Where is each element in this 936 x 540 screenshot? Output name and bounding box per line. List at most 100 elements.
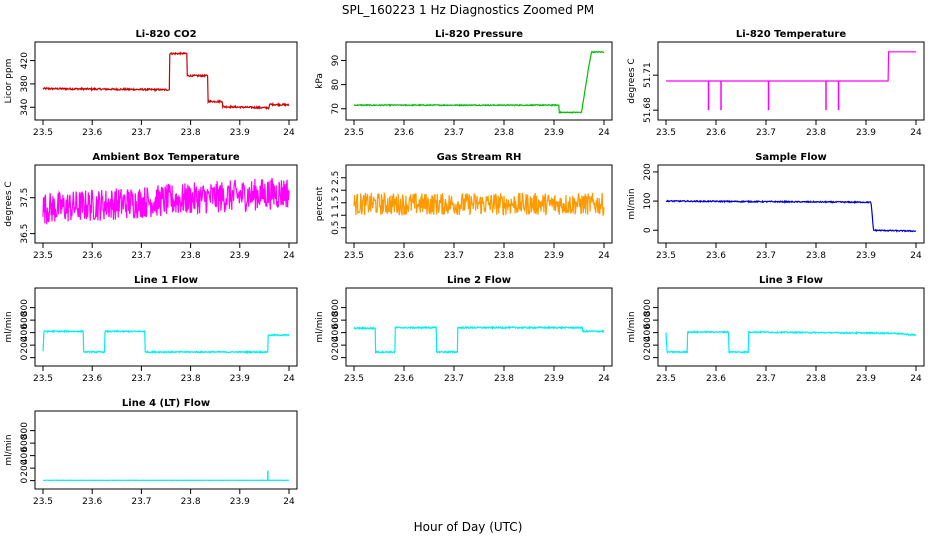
y-tick-label: 36.5 [20,224,30,244]
panel-li-820-temperature: Li-820 Temperature 23.5 23.6 23.7 23.8 23.9 24… [627,29,925,138]
y-axis-label: ml/min [4,434,14,465]
y-tick-label: 0.5 [331,221,341,235]
y-tick-label: 1.5 [331,196,341,210]
y-tick-label: 0 [331,354,341,360]
x-tick-label: 24 [910,374,922,384]
panel-title: Sample Flow [755,152,827,163]
x-tick-label: 23.7 [131,374,151,384]
plot-frame [34,287,298,367]
y-tick-label: 2.5 [331,171,341,185]
x-tick-label: 23.7 [756,251,776,261]
x-tick-label: 23.8 [494,128,514,138]
x-tick-label: 23.9 [230,497,250,507]
y-tick-label: 0 [643,227,653,233]
panel-sample-flow: Sample Flow 23.5 23.6 23.7 23.8 23.9 24 0 100 200… [627,152,925,261]
x-tick-label: 23.8 [806,251,826,261]
y-tick-label: 400 [643,324,653,341]
series-line [353,325,605,354]
y-tick-label: 37.5 [20,188,30,208]
plot-frame [345,164,613,244]
x-tick-label: 24 [598,374,610,384]
y-axis-label: degrees C [4,181,14,226]
y-axis-label: ml/min [315,311,325,342]
x-tick-label: 23.9 [230,374,250,384]
panel-line-2-flow: Line 2 Flow 23.5 23.6 23.7 23.8 23.9 24 0200400… [315,275,613,384]
x-tick-label: 23.9 [230,251,250,261]
x-tick-label: 23.6 [394,374,414,384]
x-tick-label: 23.7 [756,128,776,138]
y-tick-label: 51.68 [643,97,653,123]
y-axis-label: percent [315,186,325,221]
y-tick-label: 0 [20,477,30,483]
x-tick-label: 23.6 [706,128,726,138]
x-tick-label: 23.6 [706,374,726,384]
x-tick-label: 24 [283,251,295,261]
panel-title: Li-820 Temperature [736,29,846,40]
figure-xlabel: Hour of Day (UTC) [414,520,523,534]
plot-frame [657,164,925,244]
series-line [42,51,290,111]
x-tick-label: 23.5 [656,251,676,261]
y-axis-label: Licor ppm [4,59,14,104]
x-tick-label: 23.9 [544,128,564,138]
panel-li-820-co2: Li-820 CO2 23.5 23.6 23.7 23.8 23.9 24 340 380 42… [4,29,298,138]
x-tick-label: 23.6 [82,497,102,507]
y-tick-label: 51.71 [643,62,653,88]
x-tick-label: 23.5 [33,128,53,138]
x-tick-label: 24 [598,128,610,138]
x-tick-label: 24 [283,128,295,138]
x-tick-label: 23.6 [706,251,726,261]
y-tick-label: 0 [20,354,30,360]
series-line [665,330,917,355]
panel-title: Ambient Box Temperature [92,152,239,163]
panel-ambient-box-temperature: Ambient Box Temperature 23.5 23.6 23.7 23.8 2… [4,152,298,261]
x-tick-label: 23.7 [444,128,464,138]
x-tick-label: 23.9 [856,128,876,138]
x-tick-label: 23.5 [656,128,676,138]
y-tick-label: 200 [643,336,653,353]
y-tick-label: 800 [20,422,30,439]
x-tick-label: 23.7 [444,251,464,261]
y-tick-label: 800 [331,299,341,316]
series-line [666,51,916,82]
y-tick-label: 600 [20,311,30,328]
x-tick-label: 23.8 [181,374,201,384]
y-tick-label: 0 [643,354,653,360]
y-tick-label: 90 [331,54,341,66]
y-tick-label: 800 [20,299,30,316]
x-tick-label: 24 [598,251,610,261]
plot-frame [657,41,925,121]
y-tick-label: 600 [20,434,30,451]
y-tick-label: 100 [643,192,653,209]
panel-title: Li-820 Pressure [435,29,523,40]
y-tick-label: 2 [331,187,341,193]
y-tick-label: 400 [331,324,341,341]
plot-frame [345,287,613,367]
x-tick-label: 23.5 [656,374,676,384]
x-tick-label: 24 [910,251,922,261]
y-axis-label: ml/min [4,311,14,342]
y-tick-label: 200 [643,163,653,180]
y-tick-label: 420 [20,52,30,69]
y-tick-label: 200 [20,459,30,476]
y-tick-label: 1 [331,212,341,218]
x-tick-label: 23.8 [806,374,826,384]
panel-line-1-flow: Line 1 Flow 23.5 23.6 23.7 23.8 23.9 24 0200400… [4,275,298,384]
x-tick-label: 23.7 [131,497,151,507]
x-tick-label: 23.5 [344,128,364,138]
y-axis-label: ml/min [627,188,637,219]
panel-gas-stream-rh: Gas Stream RH 23.5 23.6 23.7 23.8 23.9 24 0.5 1 1… [315,152,613,261]
x-tick-label: 23.7 [131,128,151,138]
x-tick-label: 23.9 [856,374,876,384]
y-tick-label: 600 [331,311,341,328]
chart-panels: Li-820 CO2 23.5 23.6 23.7 23.8 23.9 24 340 380 42… [4,29,925,507]
panel-title: Line 2 Flow [447,275,511,286]
x-tick-label: 24 [283,374,295,384]
series-line [353,50,604,114]
x-tick-label: 23.7 [131,251,151,261]
panel-title: Line 1 Flow [134,275,198,286]
y-tick-label: 340 [20,98,30,115]
series-line [353,191,605,217]
x-tick-label: 23.8 [494,374,514,384]
